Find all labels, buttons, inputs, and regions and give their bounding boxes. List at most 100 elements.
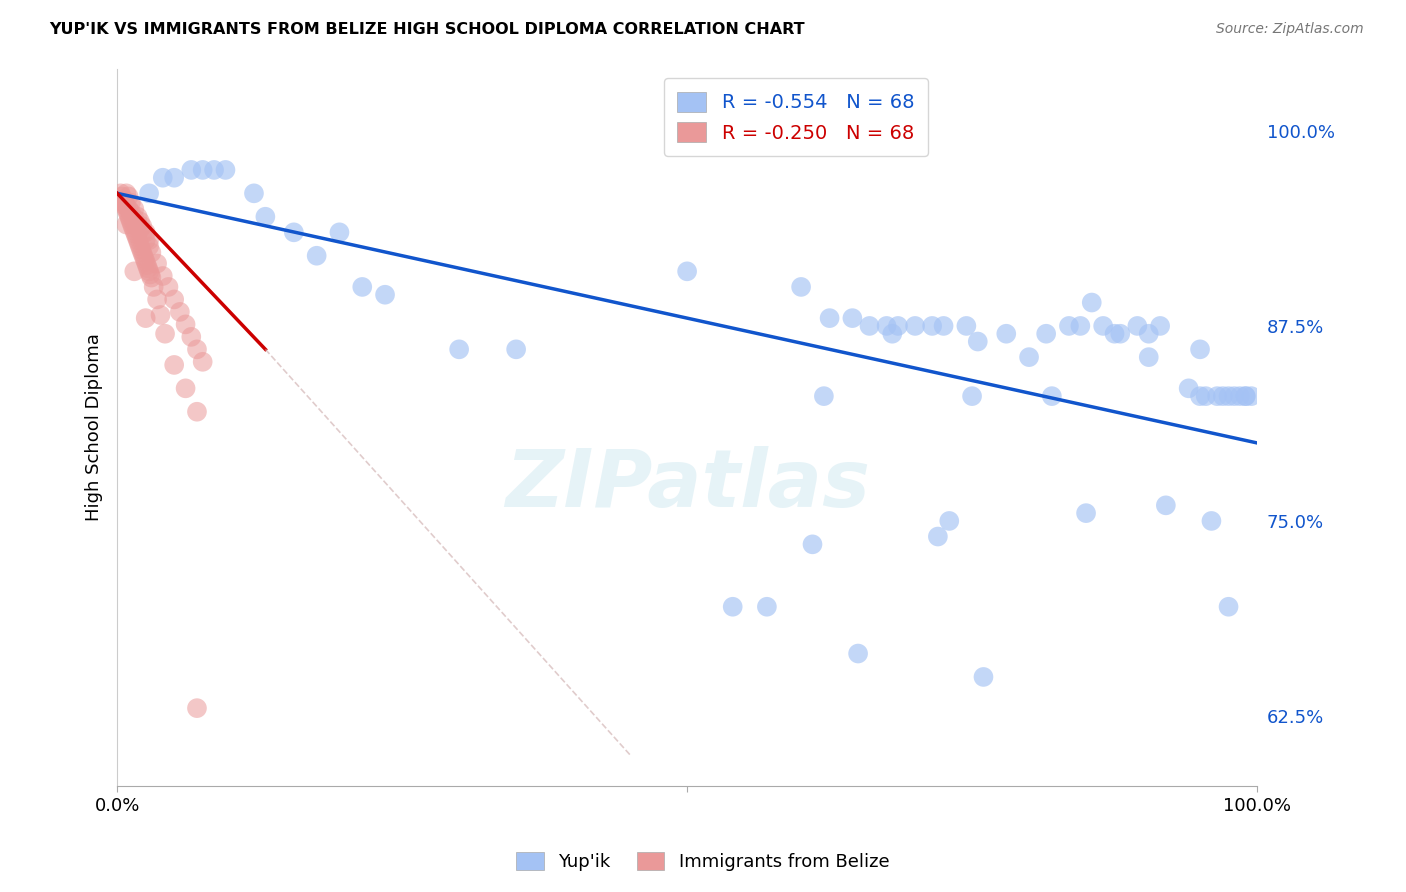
Point [146, 293, 169, 307]
Point [1040, 389, 1063, 403]
Point [134, 252, 156, 266]
Point [755, 599, 778, 614]
Point [818, 311, 841, 326]
Point [157, 280, 180, 294]
Point [127, 218, 149, 232]
Point [1212, 389, 1234, 403]
Point [927, 529, 949, 543]
Point [813, 389, 835, 403]
Point [191, 162, 214, 177]
Point [174, 318, 197, 332]
Point [858, 318, 880, 333]
Point [1074, 506, 1097, 520]
Point [129, 243, 152, 257]
Point [120, 205, 142, 219]
Point [1154, 499, 1177, 513]
Point [921, 318, 943, 333]
Text: YUP'IK VS IMMIGRANTS FROM BELIZE HIGH SCHOOL DIPLOMA CORRELATION CHART: YUP'IK VS IMMIGRANTS FROM BELIZE HIGH SC… [49, 22, 804, 37]
Point [131, 245, 153, 260]
Point [111, 189, 134, 203]
Point [938, 514, 960, 528]
Text: Source: ZipAtlas.com: Source: ZipAtlas.com [1216, 22, 1364, 37]
Point [1109, 326, 1132, 341]
Point [174, 381, 197, 395]
Point [163, 358, 186, 372]
Point [960, 389, 983, 403]
Point [1104, 326, 1126, 341]
Point [1206, 389, 1229, 403]
Point [972, 670, 994, 684]
Point [169, 305, 191, 319]
Point [186, 701, 208, 715]
Point [118, 211, 141, 226]
Legend: Yup'ik, Immigrants from Belize: Yup'ik, Immigrants from Belize [509, 845, 897, 879]
Point [127, 233, 149, 247]
Point [904, 318, 927, 333]
Point [136, 261, 159, 276]
Point [124, 202, 146, 216]
Point [721, 599, 744, 614]
Point [117, 189, 139, 203]
Point [1069, 318, 1091, 333]
Point [180, 162, 202, 177]
Point [120, 195, 142, 210]
Point [139, 268, 162, 282]
Point [129, 239, 152, 253]
Point [117, 205, 139, 219]
Point [138, 239, 160, 253]
Point [138, 186, 160, 201]
Point [117, 202, 139, 216]
Point [1240, 389, 1263, 403]
Point [995, 326, 1018, 341]
Point [186, 405, 208, 419]
Point [135, 255, 157, 269]
Point [1057, 318, 1080, 333]
Point [1234, 389, 1257, 403]
Point [505, 343, 527, 357]
Point [135, 311, 157, 326]
Point [202, 162, 225, 177]
Point [1189, 343, 1212, 357]
Point [191, 355, 214, 369]
Point [283, 225, 305, 239]
Point [121, 218, 143, 232]
Point [1229, 389, 1251, 403]
Point [135, 258, 157, 272]
Point [374, 287, 396, 301]
Point [882, 326, 904, 341]
Point [163, 293, 186, 307]
Point [676, 264, 699, 278]
Point [135, 233, 157, 247]
Point [115, 202, 138, 216]
Point [1137, 326, 1160, 341]
Point [801, 537, 824, 551]
Point [841, 311, 863, 326]
Point [124, 264, 146, 278]
Point [122, 220, 145, 235]
Point [124, 227, 146, 241]
Point [1137, 350, 1160, 364]
Point [128, 236, 150, 251]
Point [131, 219, 153, 233]
Point [115, 218, 138, 232]
Point [138, 264, 160, 278]
Point [115, 199, 138, 213]
Point [124, 224, 146, 238]
Point [141, 270, 163, 285]
Point [243, 186, 266, 201]
Point [1126, 318, 1149, 333]
Point [131, 227, 153, 241]
Y-axis label: High School Diploma: High School Diploma [86, 334, 103, 521]
Point [153, 326, 176, 341]
Point [135, 225, 157, 239]
Point [111, 194, 134, 208]
Point [449, 343, 471, 357]
Point [1018, 350, 1040, 364]
Point [124, 211, 146, 226]
Point [955, 318, 977, 333]
Point [129, 222, 152, 236]
Point [254, 210, 277, 224]
Point [127, 210, 149, 224]
Point [790, 280, 813, 294]
Point [1149, 318, 1171, 333]
